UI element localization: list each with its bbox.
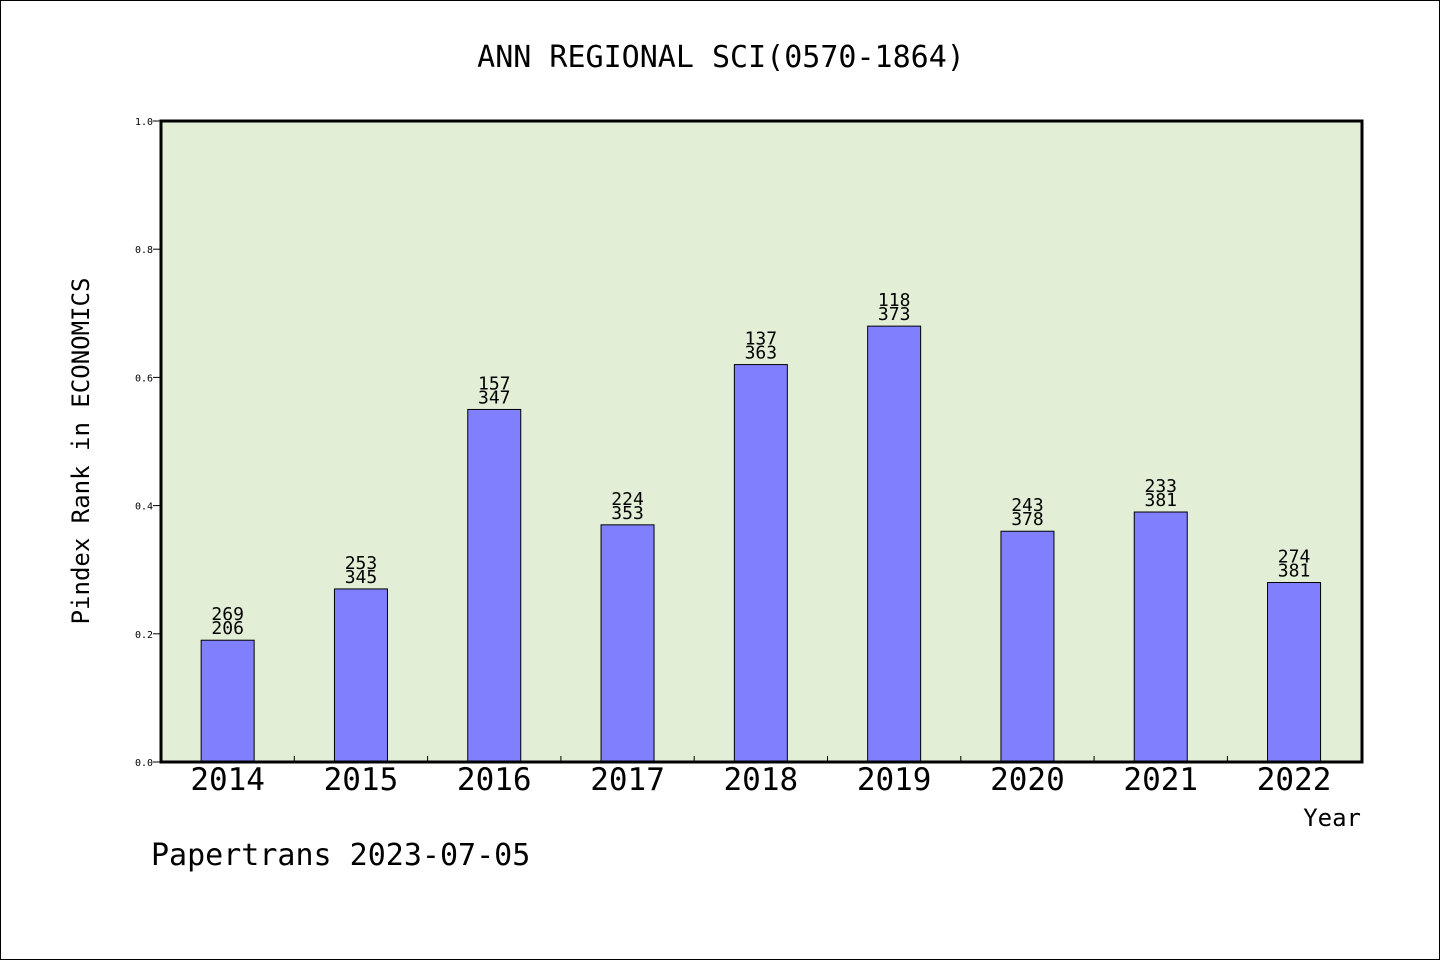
- bar-rank-label: 137: [745, 329, 778, 350]
- bar-total-label: 347: [478, 387, 511, 408]
- y-axis-label: Pindex Rank in ECONOMICS: [67, 278, 95, 625]
- bar-2020: [1000, 530, 1055, 763]
- footer-credit: Papertrans 2023-07-05: [151, 838, 530, 873]
- y-axis-ticks: 0.0 0.2 0.4 0.6 0.8 1.0: [135, 117, 161, 769]
- x-axis-label: Year: [1303, 804, 1361, 832]
- bar-rank-label: 118: [878, 290, 911, 311]
- y-tick-label: 0.0: [135, 758, 153, 769]
- x-tick-label: 2017: [590, 762, 665, 798]
- bar-total-label: 378: [1011, 509, 1044, 530]
- bar-rank-label: 253: [345, 553, 378, 574]
- bar-total-label: 363: [745, 343, 778, 364]
- bar-rank-label: 224: [611, 489, 644, 510]
- y-tick-label: 0.6: [135, 373, 153, 384]
- bar-total-label: 373: [878, 304, 911, 325]
- bar-rank-label: 274: [1278, 547, 1311, 568]
- chart-title: ANN REGIONAL SCI(0570-1864): [477, 40, 965, 75]
- bar-rank-label: 157: [478, 373, 511, 394]
- bar-2014: [200, 639, 255, 763]
- bar-2015: [333, 588, 388, 763]
- bar-2018: [733, 364, 788, 763]
- y-tick-label: 1.0: [135, 117, 153, 128]
- bar-2019: [867, 325, 922, 763]
- bar-total-label: 381: [1278, 561, 1311, 582]
- x-axis-ticks: 2014 2015 2016 2017 2018 2019 2020 2021 2022: [190, 756, 1331, 798]
- x-tick-label: 2015: [324, 762, 399, 798]
- x-tick-label: 2014: [190, 762, 265, 798]
- x-tick-label: 2020: [990, 762, 1065, 798]
- y-tick-label: 0.2: [135, 630, 153, 641]
- x-tick-label: 2021: [1123, 762, 1198, 798]
- bar-2017: [600, 524, 655, 763]
- y-tick-label: 0.8: [135, 245, 153, 256]
- y-tick-label: 0.4: [135, 502, 153, 513]
- plot-border: [159, 119, 1364, 764]
- data-labels-group: 2692062533451573472243531373631183732433…: [211, 290, 1310, 639]
- bar-rank-label: 233: [1144, 476, 1177, 497]
- bar-2022: [1267, 582, 1322, 763]
- bar-total-label: 381: [1144, 490, 1177, 511]
- bar-rank-label: 243: [1011, 495, 1044, 516]
- x-tick-label: 2019: [857, 762, 932, 798]
- bars-group: [200, 325, 1322, 763]
- x-tick-label: 2018: [724, 762, 799, 798]
- bar-total-label: 206: [211, 618, 244, 639]
- bar-total-label: 353: [611, 503, 644, 524]
- x-tick-label: 2022: [1257, 762, 1332, 798]
- x-tick-label: 2016: [457, 762, 532, 798]
- bar-2016: [467, 408, 522, 763]
- bar-rank-label: 269: [211, 604, 244, 625]
- bar-2021: [1133, 511, 1188, 763]
- bar-total-label: 345: [345, 567, 378, 588]
